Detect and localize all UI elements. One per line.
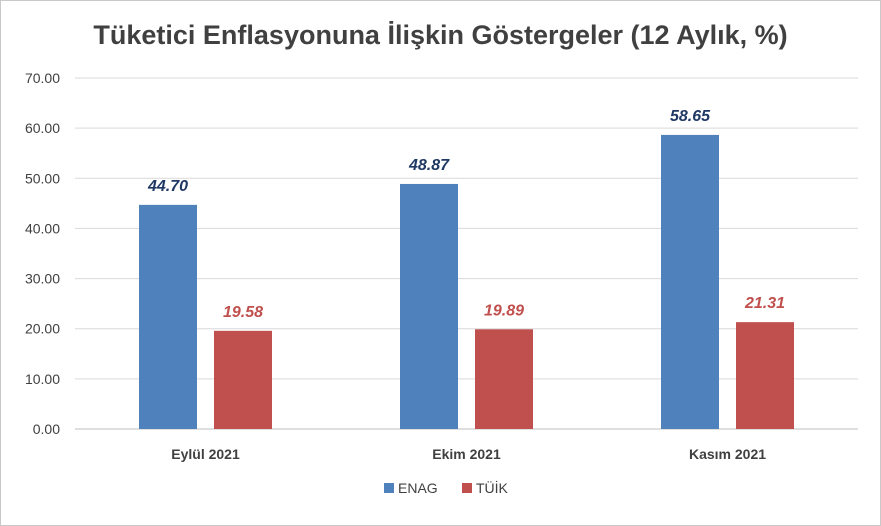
- y-tick-label: 50.00: [25, 170, 60, 186]
- x-axis-categories: Eylül 2021 Ekim 2021 Kasım 2021: [171, 446, 766, 462]
- bar-enag: [139, 204, 197, 429]
- legend-swatch: [384, 483, 394, 493]
- category-label: Kasım 2021: [689, 446, 766, 462]
- y-tick-label: 40.00: [25, 220, 60, 236]
- y-axis-ticks: 0.00 10.00 20.00 30.00 40.00 50.00 60.00 70.00: [25, 70, 60, 437]
- bar-tüi̇k: [736, 322, 794, 429]
- data-labels: 44.70 19.58 48.87 19.89 58.65 21.31: [147, 108, 785, 321]
- category-label: Ekim 2021: [432, 446, 501, 462]
- bars: [139, 134, 794, 429]
- y-tick-label: 60.00: [25, 120, 60, 136]
- y-tick-label: 30.00: [25, 271, 60, 287]
- data-label: 44.70: [147, 178, 188, 195]
- bar-enag: [661, 134, 719, 429]
- data-label: 58.65: [670, 108, 711, 125]
- data-label: 21.31: [744, 295, 785, 312]
- y-tick-label: 0.00: [33, 421, 60, 437]
- gridlines: [75, 77, 858, 430]
- data-label: 19.89: [484, 302, 524, 319]
- legend-label: ENAG: [398, 480, 438, 496]
- bar-tüi̇k: [475, 329, 533, 429]
- y-tick-label: 70.00: [25, 70, 60, 86]
- chart-title: Tüketici Enflasyonuna İlişkin Göstergele…: [93, 20, 788, 50]
- category-label: Eylül 2021: [171, 446, 240, 462]
- legend: ENAG TÜİK: [384, 479, 509, 496]
- legend-swatch: [462, 483, 472, 493]
- data-label: 19.58: [223, 304, 263, 321]
- data-label: 48.87: [408, 157, 450, 174]
- y-tick-label: 20.00: [25, 321, 60, 337]
- y-tick-label: 10.00: [25, 371, 60, 387]
- bar-enag: [400, 183, 458, 429]
- bar-tüi̇k: [214, 330, 272, 429]
- legend-label: TÜİK: [476, 479, 509, 496]
